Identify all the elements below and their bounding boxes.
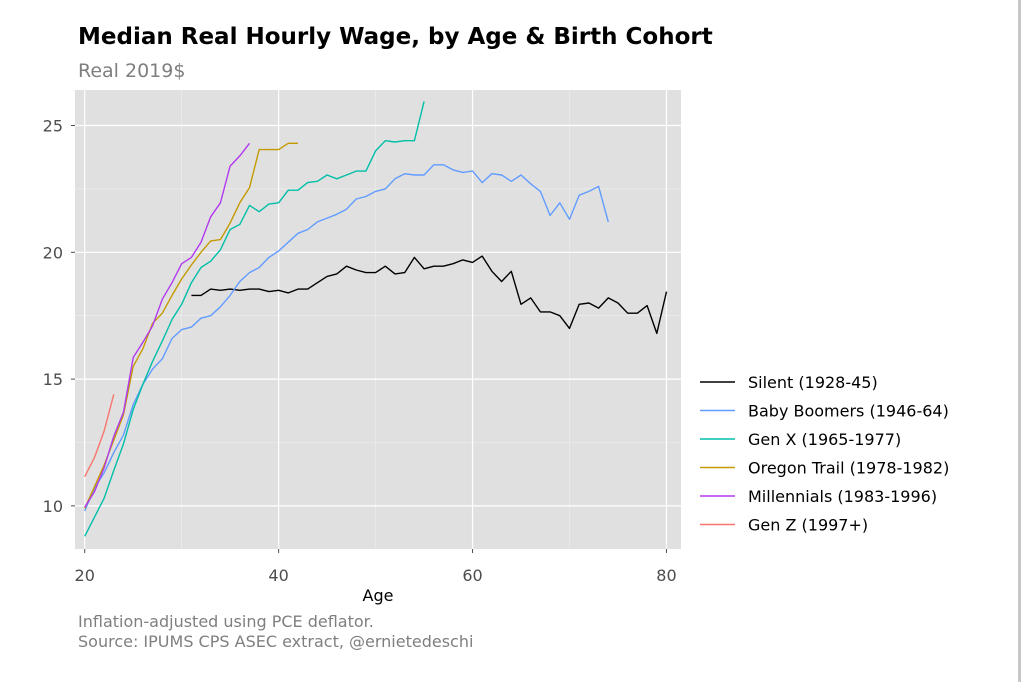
series-line-4	[84, 142, 251, 508]
legend: Silent (1928-45) Baby Boomers (1946-64) Ge…	[700, 373, 949, 535]
chart-title: Median Real Hourly Wage, by Age & Birth …	[78, 24, 713, 50]
series-line-0	[191, 255, 668, 335]
legend-label: Silent (1928-45)	[748, 373, 878, 392]
legend-label: Baby Boomers (1946-64)	[748, 402, 949, 421]
caption-deflator-note: Inflation-adjusted using PCE deflator.	[78, 612, 374, 631]
x-axis-label: Age	[363, 586, 394, 605]
window-edge	[1018, 0, 1021, 682]
y-tick-label: 25	[43, 117, 63, 136]
y-axis-ticks: 10 15 20 25	[43, 117, 75, 516]
legend-label: Gen X (1965-1977)	[748, 430, 901, 449]
y-tick-label: 20	[43, 243, 63, 262]
legend-label: Millennials (1983-1996)	[748, 487, 937, 506]
series-line-2	[84, 101, 425, 537]
y-tick-label: 15	[43, 370, 63, 389]
y-tick-label: 10	[43, 497, 63, 516]
caption-source: Source: IPUMS CPS ASEC extract, @erniete…	[78, 632, 473, 651]
x-tick-label: 60	[462, 566, 482, 585]
legend-label: Oregon Trail (1978-1982)	[748, 459, 949, 478]
x-tick-label: 20	[75, 566, 95, 585]
x-tick-label: 80	[656, 566, 676, 585]
grid-lines	[75, 90, 681, 549]
series-line-1	[84, 164, 609, 512]
x-axis-ticks: 20 40 60 80	[75, 549, 677, 585]
series-line-5	[84, 394, 115, 478]
chart-subtitle: Real 2019$	[78, 60, 185, 82]
series-line-3	[84, 142, 298, 509]
x-tick-label: 40	[268, 566, 288, 585]
plot-panel	[75, 90, 681, 549]
series-lines	[84, 101, 668, 537]
legend-label: Gen Z (1997+)	[748, 516, 868, 535]
